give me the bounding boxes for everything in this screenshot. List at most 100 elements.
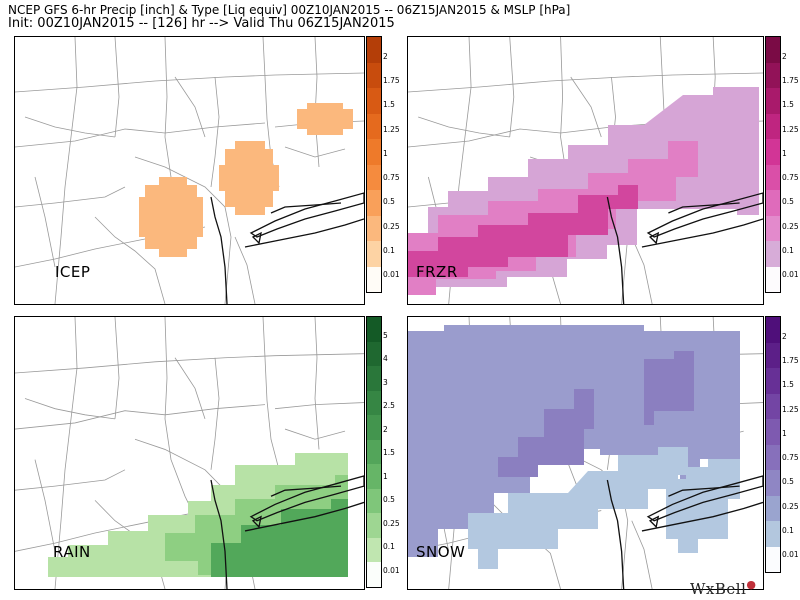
state-county-boundary <box>114 37 120 138</box>
state-county-boundary <box>234 236 256 304</box>
coastline <box>641 218 763 248</box>
colorbar-cell <box>766 317 780 343</box>
colorbar-tick-label: 1.75 <box>782 355 799 365</box>
coastline <box>668 202 740 214</box>
state-county-boundary <box>134 156 232 304</box>
rain-label: RAIN <box>53 543 91 561</box>
colorbar-tick-label: 1.5 <box>383 100 395 110</box>
colorbar-tick-label: 0.5 <box>782 197 794 207</box>
state-county-boundary <box>54 317 78 589</box>
state-county-boundary <box>15 122 266 148</box>
colorbar-tick-label: 2 <box>782 51 787 61</box>
frzr-colorbar <box>765 36 781 293</box>
colorbar-tick-label: 0.01 <box>383 565 400 575</box>
coastline <box>210 479 228 589</box>
colorbar-tick-label: 0.01 <box>383 270 400 280</box>
colorbar-tick-label: 1.5 <box>782 380 794 390</box>
state-county-boundary <box>15 72 364 93</box>
coastline <box>646 475 763 522</box>
icep-label: ICEP <box>55 263 91 281</box>
colorbar-cell <box>367 190 381 216</box>
colorbar-tick-label: 0.1 <box>383 542 395 552</box>
coastline <box>244 501 364 532</box>
coastline <box>244 218 364 248</box>
colorbar-cell <box>766 470 780 496</box>
colorbar-tick-label: 1.75 <box>782 75 799 85</box>
coastline <box>606 479 625 589</box>
snow-map-panel: SNOW <box>407 316 764 590</box>
colorbar-cell <box>367 488 381 514</box>
colorbar-tick-label: 1.5 <box>782 100 794 110</box>
rain-colorbar <box>366 316 382 588</box>
logo-dot-icon: ● <box>746 578 757 591</box>
colorbar-tick-label: 1 <box>782 428 787 438</box>
state-county-boundary <box>94 216 166 304</box>
colorbar-tick-label: 0.01 <box>782 550 799 560</box>
state-county-boundary <box>174 76 206 138</box>
colorbar-cell <box>766 190 780 216</box>
colorbar-tick-label: 0.25 <box>383 221 400 231</box>
state-county-boundary <box>15 469 126 491</box>
colorbar-cell <box>766 241 780 267</box>
colorbar-cell <box>367 37 381 63</box>
colorbar-tick-label: 0.25 <box>782 221 799 231</box>
colorbar-tick-label: 0.01 <box>782 270 799 280</box>
coastline <box>648 515 660 529</box>
state-county-boundary <box>418 116 510 138</box>
colorbar-cell <box>367 62 381 88</box>
colorbar-tick-label: 2 <box>383 51 388 61</box>
state-county-boundary <box>284 146 346 158</box>
coastline <box>641 501 763 532</box>
icep-colorbar <box>366 36 382 293</box>
state-county-boundary <box>34 176 56 268</box>
colorbar-cell <box>766 139 780 165</box>
state-county-boundary <box>210 357 220 470</box>
colorbar-cell <box>367 139 381 165</box>
colorbar-cell <box>367 439 381 465</box>
colorbar-tick-label: 0.1 <box>383 245 395 255</box>
colorbar-tick-label: 0.25 <box>383 518 400 528</box>
state-county-boundary <box>314 37 320 168</box>
icep-map <box>15 37 364 304</box>
frzr-colorbar-ticks: 2 1.75 1.5 1.25 1 0.75 0.5 0.25 0.1 0.01 <box>782 36 800 291</box>
colorbar-cell <box>766 164 780 190</box>
colorbar-tick-label: 1 <box>383 471 388 481</box>
colorbar-tick-label: 2.5 <box>383 401 395 411</box>
colorbar-tick-label: 1.75 <box>383 75 400 85</box>
colorbar-tick-label: 0.5 <box>383 197 395 207</box>
frzr-label: FRZR <box>416 263 458 281</box>
colorbar-cell <box>367 317 381 342</box>
colorbar-cell <box>367 113 381 139</box>
rain-map-panel: RAIN <box>14 316 365 590</box>
colorbar-cell <box>367 164 381 190</box>
coastline <box>270 202 342 214</box>
colorbar-tick-label: 4 <box>383 354 388 364</box>
colorbar-cell <box>367 266 381 292</box>
state-county-boundary <box>15 186 126 208</box>
colorbar-tick-label: 2 <box>782 331 787 341</box>
colorbar-tick-label: 2 <box>383 424 388 434</box>
colorbar-cell <box>367 366 381 391</box>
colorbar-tick-label: 0.75 <box>782 453 799 463</box>
snow-colorbar-ticks: 2 1.75 1.5 1.25 1 0.75 0.5 0.25 0.1 0.01 <box>782 316 800 571</box>
colorbar-cell <box>766 113 780 139</box>
coastline <box>251 515 262 529</box>
logo-text: WxBell <box>690 580 747 598</box>
state-county-boundary <box>314 317 320 450</box>
colorbar-tick-label: 1.25 <box>782 124 799 134</box>
colorbar-cell <box>766 342 780 368</box>
colorbar-cell <box>766 495 780 521</box>
coastline <box>270 485 342 497</box>
rain-map <box>15 317 364 589</box>
colorbar-tick-label: 0.75 <box>782 173 799 183</box>
colorbar-cell <box>367 537 381 563</box>
colorbar-cell <box>766 521 780 547</box>
colorbar-cell <box>367 390 381 416</box>
colorbar-tick-label: 1 <box>782 148 787 158</box>
snow-label: SNOW <box>416 543 466 561</box>
colorbar-cell <box>766 266 780 292</box>
state-county-boundary <box>54 37 78 304</box>
frzr-map-panel: FRZR <box>407 36 764 305</box>
coastline <box>606 196 625 304</box>
colorbar-cell <box>766 88 780 114</box>
